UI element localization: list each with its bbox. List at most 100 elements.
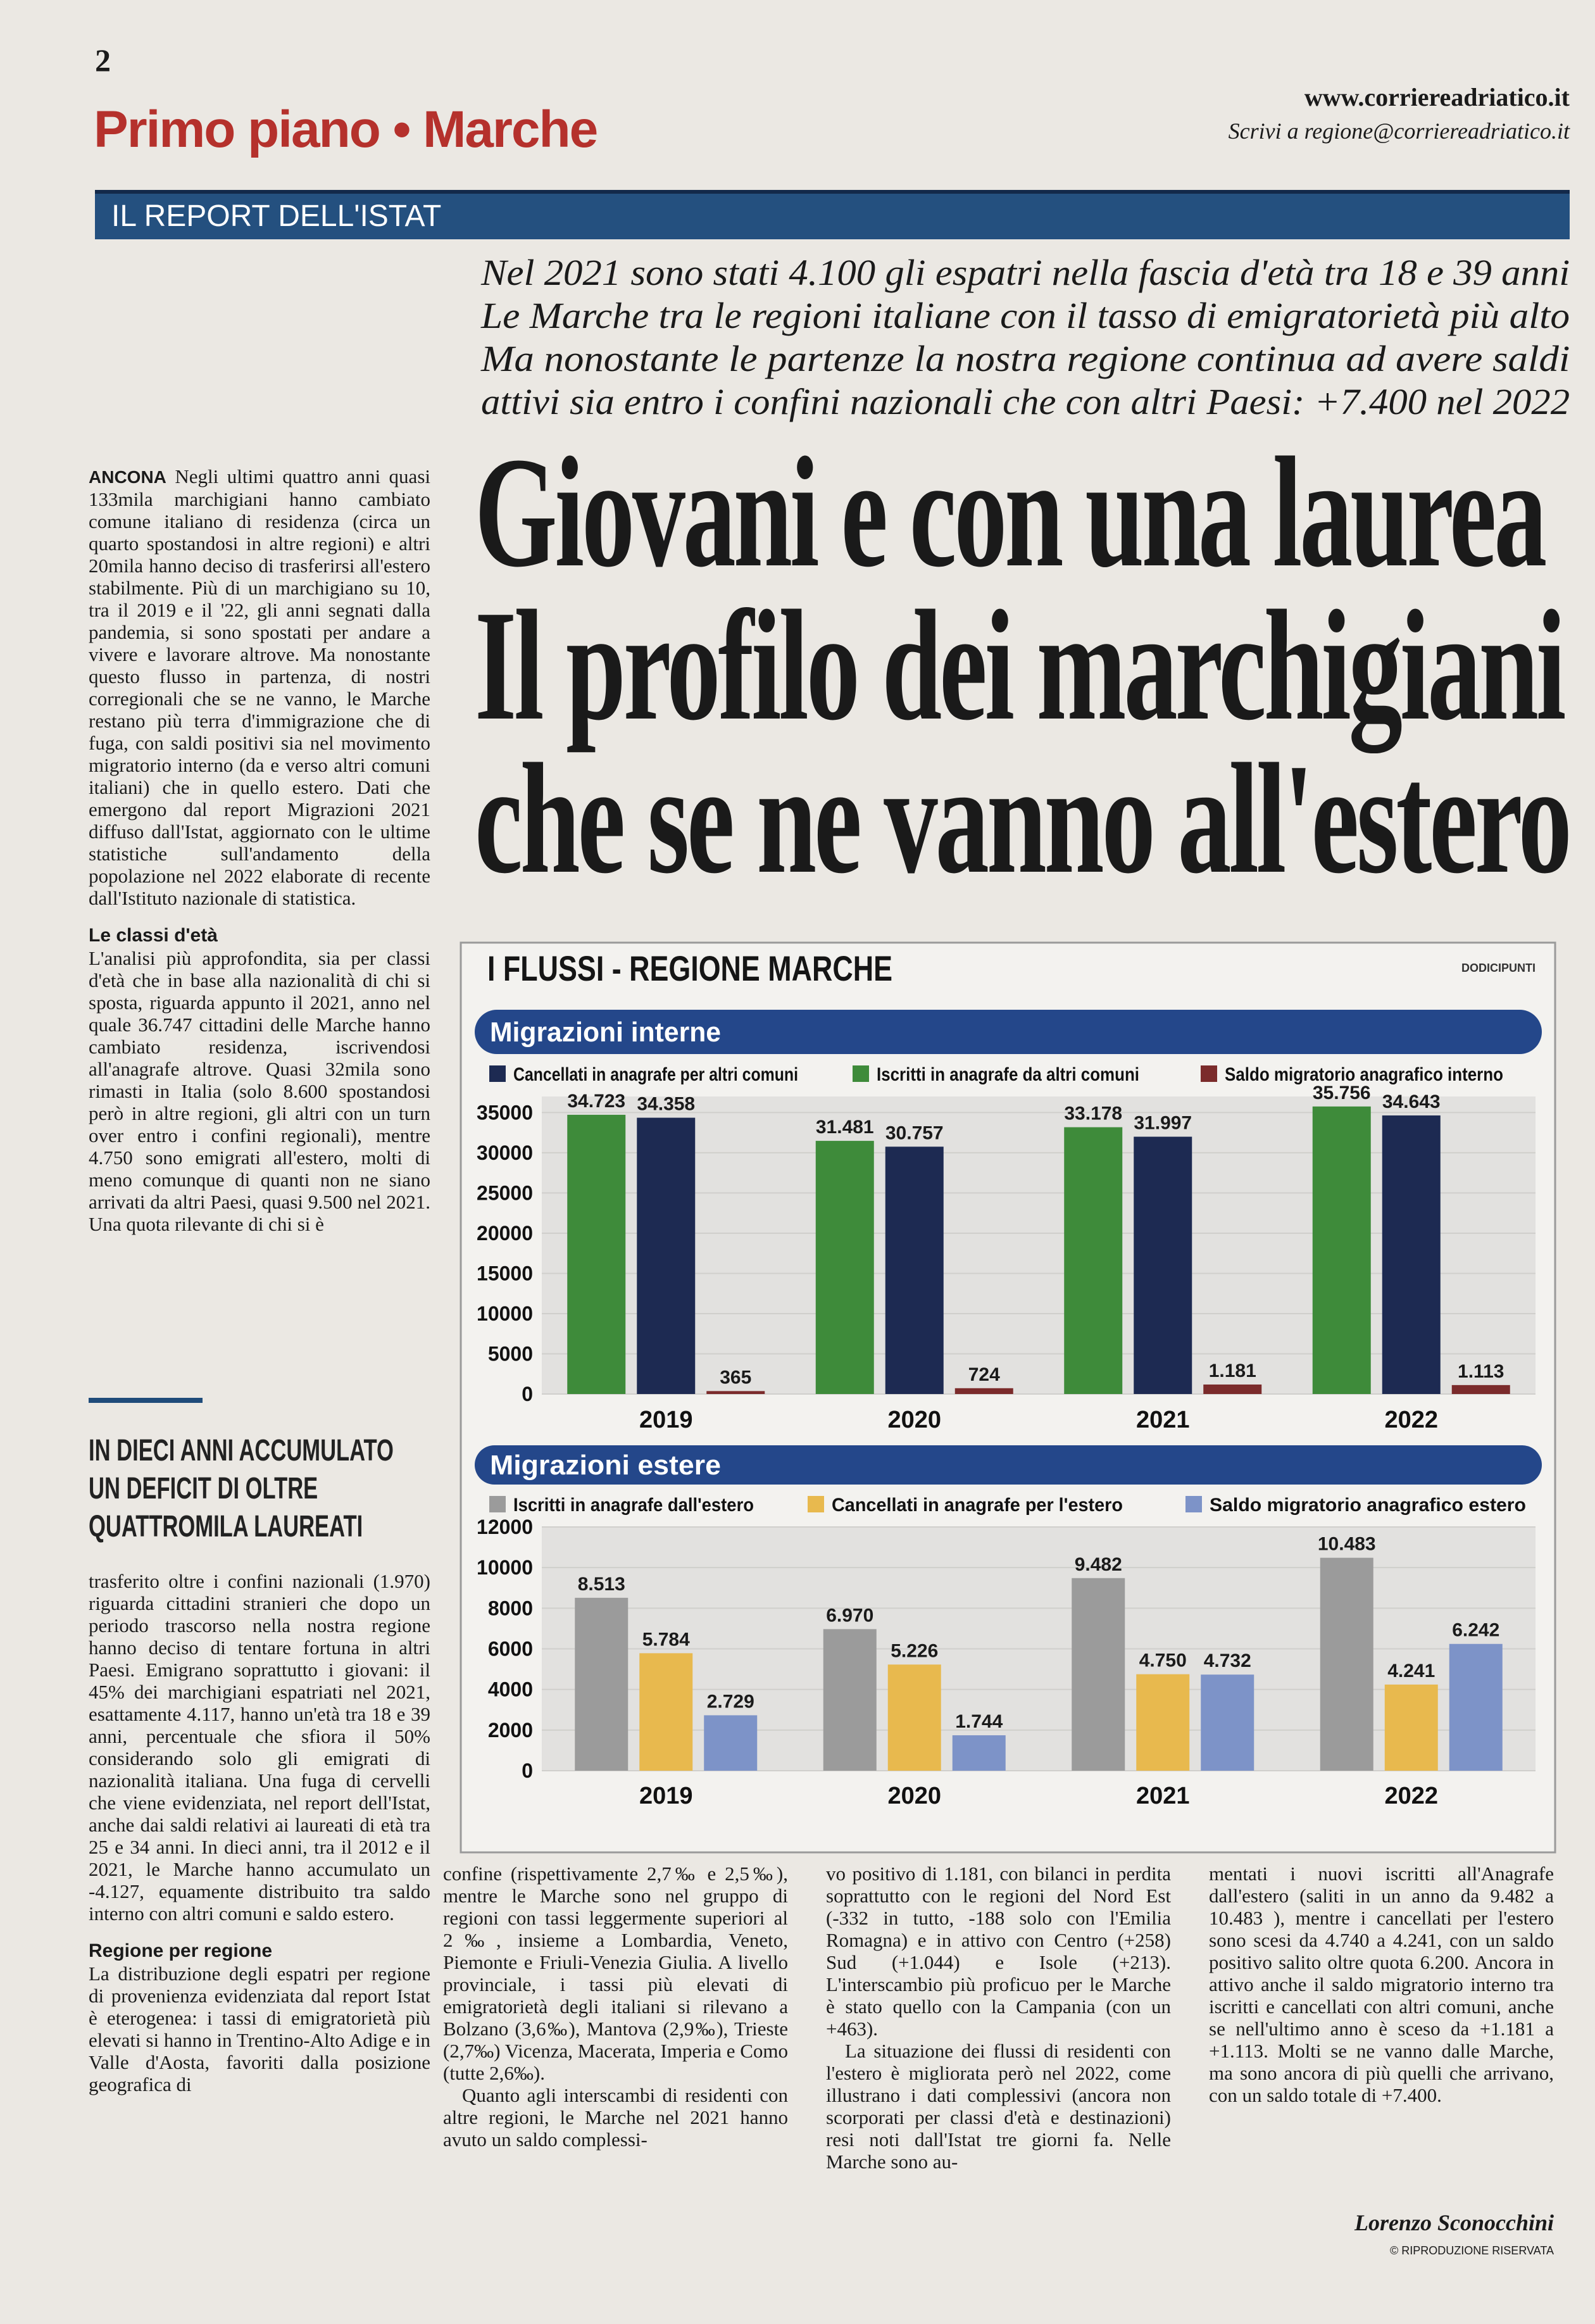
legend-swatch [808, 1496, 824, 1512]
y-tick-label: 30000 [477, 1141, 533, 1164]
banner-text: IL REPORT DELL'ISTAT [111, 199, 442, 233]
bar [887, 1664, 941, 1771]
legend-label: Cancellati in anagrafe per altri comuni [513, 1064, 798, 1085]
paragraph: La distribuzione degli espatri per regio… [89, 1963, 430, 2095]
paragraph: L'analisi più approfondita, sia per clas… [89, 947, 430, 1235]
value-label: 6.242 [1452, 1620, 1499, 1641]
bar [952, 1735, 1006, 1771]
subheadline-line: Le Marche tra le regioni italiane con il… [481, 295, 1570, 338]
paragraph: mentati i nuovi iscritti all'Anagrafe da… [1209, 1862, 1554, 2106]
headline-line: Il profilo dei marchigiani [475, 578, 1595, 753]
y-tick-label: 12000 [477, 1516, 533, 1538]
value-label: 8.513 [578, 1574, 625, 1595]
bar [1320, 1557, 1373, 1771]
subheadline-text: Nel 2021 sono stati 4.100 gli espatri ne… [481, 252, 1570, 293]
y-tick-label: 6000 [488, 1638, 533, 1661]
value-label: 34.643 [1382, 1091, 1441, 1112]
value-label: 4.241 [1387, 1661, 1435, 1681]
x-tick-label: 2020 [887, 1407, 941, 1433]
panel-header [475, 1445, 1542, 1485]
y-tick-label: 10000 [477, 1302, 533, 1325]
y-tick-label: 0 [522, 1383, 533, 1405]
y-tick-label: 0 [522, 1759, 533, 1782]
contact: Scrivi a regione@corriereadriatico.it [1228, 118, 1570, 144]
banner-bar: IL REPORT DELL'ISTAT [95, 190, 1570, 239]
headline-line: Giovani e con una laurea [475, 425, 1595, 600]
source-logo: DODICIPUNTI [1461, 962, 1536, 974]
panel-title: Migrazioni estere [490, 1450, 721, 1481]
bar [567, 1114, 626, 1394]
value-label: 31.481 [816, 1117, 874, 1138]
headline-text: Giovani e con una laurea [475, 425, 1547, 600]
legend-label: Cancellati in anagrafe per l'estero [832, 1495, 1123, 1516]
section-title: Primo piano • Marche [94, 101, 598, 158]
column: confine (rispettivamente 2,7‰ e 2,5‰), m… [443, 1862, 788, 2151]
headline-text: Il profilo dei marchigiani [475, 578, 1566, 753]
bar [706, 1391, 765, 1394]
x-tick-label: 2021 [1136, 1783, 1190, 1809]
value-label: 1.181 [1209, 1360, 1256, 1381]
bar [637, 1117, 696, 1394]
bar [575, 1597, 629, 1771]
value-label: 1.113 [1458, 1361, 1504, 1382]
subheadline: Nel 2021 sono stati 4.100 gli espatri ne… [481, 252, 1570, 424]
subheadline-text: Le Marche tra le regioni italiane con il… [481, 295, 1570, 336]
paragraph: confine (rispettivamente 2,7‰ e 2,5‰), m… [443, 1862, 788, 2084]
panel-header [475, 1010, 1542, 1054]
value-label: 6.970 [826, 1605, 873, 1626]
y-tick-label: 35000 [477, 1101, 533, 1124]
legend-swatch [853, 1065, 869, 1082]
legend-swatch [489, 1065, 506, 1082]
copyright: © RIPRODUZIONE RISERVATA [1390, 2244, 1554, 2257]
value-label: 5.226 [891, 1640, 938, 1661]
y-tick-label: 8000 [488, 1597, 533, 1619]
y-tick-label: 15000 [477, 1262, 533, 1284]
bar [1064, 1127, 1123, 1394]
y-tick-label: 25000 [477, 1181, 533, 1204]
paragraph: Quanto agli interscambi di residenti con… [443, 2084, 788, 2151]
value-label: 724 [968, 1364, 1000, 1385]
value-label: 34.723 [567, 1091, 625, 1112]
value-label: 4.750 [1139, 1650, 1187, 1671]
value-label: 1.744 [955, 1711, 1003, 1732]
x-tick-label: 2022 [1384, 1783, 1438, 1809]
value-label: 35.756 [1313, 1083, 1371, 1103]
column: mentati i nuovi iscritti all'Anagrafe da… [1209, 1862, 1554, 2106]
bar [1134, 1136, 1192, 1394]
bar [704, 1715, 758, 1771]
bar [1382, 1115, 1441, 1394]
left-column-bottom: trasferito oltre i confini nazionali (1.… [89, 1570, 430, 2095]
bar [1072, 1578, 1125, 1771]
bar [639, 1653, 693, 1771]
infographic-title: I FLUSSI - REGIONE MARCHE [487, 948, 892, 988]
x-tick-label: 2021 [1136, 1407, 1190, 1433]
paragraph: vo positivo di 1.181, con bilanci in per… [826, 1862, 1171, 2040]
x-tick-label: 2019 [639, 1783, 693, 1809]
y-tick-label: 4000 [488, 1678, 533, 1701]
headline-line: che se ne vanno all'estero [475, 740, 1595, 898]
legend-label: Iscritti in anagrafe dall'estero [513, 1495, 754, 1516]
value-label: 2.729 [707, 1691, 754, 1712]
legend-swatch [1201, 1065, 1217, 1082]
paragraph: La situazione dei flussi di residenti co… [826, 2040, 1171, 2173]
subheadline-text: attivi sia entro i confini nazionali che… [481, 381, 1570, 422]
value-label: 365 [720, 1367, 751, 1388]
left-column-top: ANCONA Negli ultimi quattro anni quasi 1… [89, 465, 430, 1235]
box-heading: IN DIECI ANNI ACCUMULATO UN DEFICIT DI O… [89, 1434, 394, 1543]
headline: Giovani e con una laurea Il profilo dei m… [475, 425, 1595, 898]
x-tick-label: 2022 [1384, 1407, 1438, 1433]
subheadline-text: Ma nonostante le partenze la nostra regi… [481, 338, 1570, 379]
column: vo positivo di 1.181, con bilanci in per… [826, 1862, 1171, 2173]
panel-title: Migrazioni interne [490, 1017, 721, 1048]
y-tick-label: 10000 [477, 1556, 533, 1579]
legend-label: Saldo migratorio anagrafico interno [1225, 1064, 1503, 1085]
legend-swatch [489, 1496, 506, 1512]
bar [885, 1146, 944, 1394]
value-label: 10.483 [1318, 1534, 1376, 1555]
value-label: 30.757 [885, 1122, 944, 1143]
bar [1384, 1684, 1438, 1771]
website: www.corriereadriatico.it [1304, 83, 1570, 111]
y-tick-label: 5000 [488, 1342, 533, 1365]
legend-label: Iscritti in anagrafe da altri comuni [877, 1064, 1139, 1085]
